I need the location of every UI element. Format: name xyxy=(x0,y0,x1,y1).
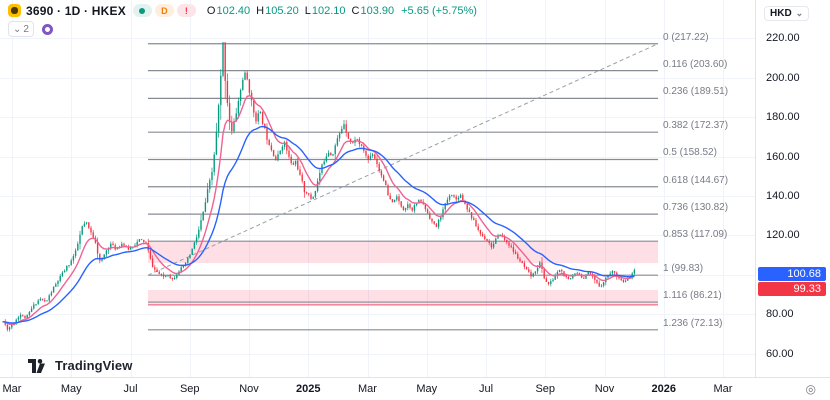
tradingview-logo[interactable]: TradingView xyxy=(28,358,132,373)
open-label: O xyxy=(206,4,216,17)
ohlc-legend: O102.40 H105.20 L102.10 C103.90 +5.65 (+… xyxy=(207,5,477,17)
alert-badge: ! xyxy=(176,4,196,17)
fib-level-label: 0.116 (203.60) xyxy=(663,58,728,70)
price-axis-tick: 200.00 xyxy=(766,71,800,84)
time-axis-tick: 2025 xyxy=(296,383,321,395)
fib-level-label: 0 (217.22) xyxy=(663,31,709,43)
price-axis-tick: 220.00 xyxy=(766,32,800,45)
fib-level-label: 1.116 (86.21) xyxy=(663,290,722,302)
price-chart-pane: 0 (217.22) 0.116 (203.60) 0.236 (189.51) 0.… xyxy=(0,0,755,377)
open-value: 102.40 xyxy=(216,4,251,17)
chart-legend: 3690 · 1D · HKEX D ! O102.40 H105.20 L10… xyxy=(8,3,477,37)
fib-level-label: 0.382 (172.37) xyxy=(663,120,729,132)
symbol-logo-icon xyxy=(8,4,21,17)
price-axis-tick: 120.00 xyxy=(766,229,800,242)
fib-level-label: 0.736 (130.82) xyxy=(663,202,729,214)
fib-level-label: 1 (99.83) xyxy=(663,263,704,275)
time-axis-tick: May xyxy=(416,383,438,395)
price-axis[interactable]: HKD ⌄ 220.00 200.00 180.00 160.00 140.00 120.… xyxy=(755,0,830,377)
fib-level-label: 0.853 (117.09) xyxy=(663,229,728,241)
indicator-collapse-button[interactable]: ⌄ 2 xyxy=(8,21,34,37)
time-axis-tick: Sep xyxy=(535,383,556,395)
last-price-label: 99.33 xyxy=(758,281,826,296)
candlestick-chart-canvas[interactable] xyxy=(0,0,755,377)
change-value: +5.65 (+5.75%) xyxy=(401,4,477,17)
chevron-down-icon: ⌄ xyxy=(795,8,804,18)
indicator-count: 2 xyxy=(23,23,29,35)
currency-label: HKD xyxy=(770,8,792,19)
fib-level-label: 1.236 (72.13) xyxy=(663,317,723,329)
time-axis-tick: Mar xyxy=(713,383,733,395)
chevron-down-icon: ⌄ xyxy=(13,23,22,35)
price-axis-tick: 80.00 xyxy=(766,308,794,321)
low-value: 102.10 xyxy=(311,4,346,17)
time-axis-tick: Nov xyxy=(239,383,259,395)
fib-level-label: 0.236 (189.51) xyxy=(663,86,729,98)
price-axis-tick: 60.00 xyxy=(766,347,794,360)
time-axis-tick: Sep xyxy=(179,383,200,395)
go-to-realtime-icon[interactable]: ◎ xyxy=(805,382,816,396)
time-axis-tick: Mar xyxy=(358,383,377,395)
tradingview-mark-icon xyxy=(28,358,45,373)
currency-dropdown[interactable]: HKD ⌄ xyxy=(764,6,810,21)
high-label: H xyxy=(256,4,265,17)
close-label: C xyxy=(351,4,360,17)
low-label: L xyxy=(304,4,311,17)
time-axis-tick: Jul xyxy=(123,383,138,395)
price-axis-tick: 160.00 xyxy=(766,150,800,163)
time-axis-tick: Nov xyxy=(594,383,615,395)
delayed-data-badge: D xyxy=(154,4,174,17)
tradingview-wordmark: TradingView xyxy=(55,358,133,373)
time-axis-tick: Jul xyxy=(478,383,494,395)
price-axis-tick: 140.00 xyxy=(766,189,800,202)
time-axis-tick: Mar xyxy=(2,383,22,395)
time-axis-tick: May xyxy=(60,383,82,395)
close-value: 103.90 xyxy=(360,4,395,17)
replay-icon[interactable] xyxy=(41,23,53,35)
market-status-icon xyxy=(132,4,152,17)
symbol-title[interactable]: 3690 · 1D · HKEX xyxy=(26,3,126,18)
time-axis[interactable]: Mar May Jul Sep Nov 2025 Mar May Jul Sep Nov 2026 Ma… xyxy=(0,377,830,400)
price-axis-tick: 180.00 xyxy=(766,111,800,124)
status-badges: D ! xyxy=(132,4,196,17)
fib-level-label: 0.618 (144.67) xyxy=(663,174,729,186)
last-price-label: 100.68 xyxy=(758,266,826,281)
time-axis-tick: 2026 xyxy=(651,383,676,395)
high-value: 105.20 xyxy=(265,4,299,17)
fib-level-label: 0.5 (158.52) xyxy=(663,147,717,159)
